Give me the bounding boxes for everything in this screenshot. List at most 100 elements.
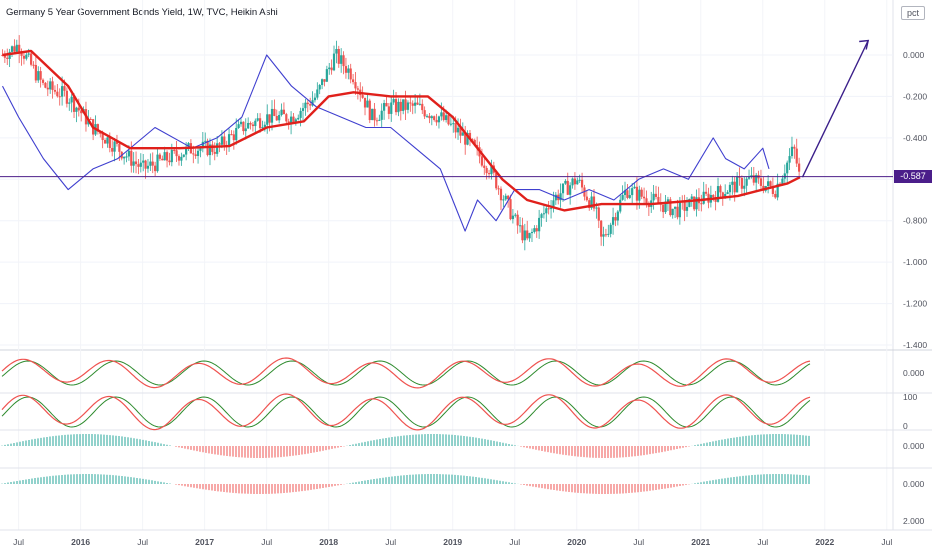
candle-body xyxy=(180,156,183,161)
candle-body xyxy=(418,103,421,105)
x-tick-label: 2018 xyxy=(319,537,338,547)
candle-body xyxy=(256,118,259,121)
candle-body xyxy=(187,143,190,147)
y-tick-label: 0.000 xyxy=(903,50,925,60)
pane-tick-label: 100 xyxy=(903,392,917,402)
candle-body xyxy=(113,141,116,152)
candle-body xyxy=(218,143,221,145)
candle-body xyxy=(616,211,619,221)
candle-body xyxy=(721,192,724,198)
candle-body xyxy=(118,143,121,152)
candle-body xyxy=(294,119,297,123)
x-tick-label: Jul xyxy=(509,537,520,547)
candle-body xyxy=(383,103,386,111)
candle-body xyxy=(402,99,405,111)
candle-body xyxy=(127,150,130,157)
candle-body xyxy=(111,148,114,152)
candle-body xyxy=(695,197,698,210)
candle-body xyxy=(194,154,197,157)
candle-body xyxy=(354,82,357,89)
candle-body xyxy=(173,149,176,151)
candle-body xyxy=(154,165,157,172)
candle-body xyxy=(75,107,78,112)
candle-body xyxy=(490,165,493,175)
pane-3-series xyxy=(1,434,810,458)
pane-tick-label: 0.000 xyxy=(903,479,925,489)
candle-body xyxy=(664,201,667,213)
pane-tick-label: 0 xyxy=(903,421,908,431)
candle-body xyxy=(227,134,231,147)
projection-arrow xyxy=(801,40,869,178)
candle-body xyxy=(704,191,708,194)
candle-body xyxy=(430,116,433,119)
candle-body xyxy=(208,144,212,156)
candle-body xyxy=(108,137,111,149)
candle-body xyxy=(545,208,548,214)
candle-body xyxy=(137,164,140,167)
candle-body xyxy=(404,99,407,110)
candle-body xyxy=(8,51,11,59)
candle-body xyxy=(244,128,247,132)
candle-body xyxy=(30,53,33,65)
candle-body xyxy=(177,156,181,161)
oscillator-line xyxy=(1,357,811,389)
candle-body xyxy=(344,66,348,73)
x-tick-label: 2020 xyxy=(567,537,586,547)
pane-4-series xyxy=(1,474,810,494)
candle-body xyxy=(406,102,410,110)
candle-body xyxy=(642,196,646,199)
candle-body xyxy=(719,186,722,193)
candle-body xyxy=(533,228,536,232)
candle-body xyxy=(547,208,550,210)
x-tick-label: Jul xyxy=(13,537,24,547)
candle-body xyxy=(495,172,498,189)
candle-body xyxy=(423,110,426,117)
candle-body xyxy=(602,234,605,237)
candle-body xyxy=(700,203,703,205)
candle-body xyxy=(41,79,45,83)
candle-body xyxy=(273,108,276,116)
candle-body xyxy=(571,178,574,186)
candle-body xyxy=(65,90,68,104)
candle-body xyxy=(786,162,789,174)
candle-body xyxy=(285,114,288,122)
candle-body xyxy=(676,206,679,218)
candle-body xyxy=(528,233,531,239)
lagging-line xyxy=(2,54,770,232)
candle-body xyxy=(356,88,359,90)
candle-body xyxy=(538,217,541,232)
scale-unit-button[interactable]: pct xyxy=(901,6,925,20)
candle-body xyxy=(15,44,18,52)
candle-body xyxy=(115,141,119,144)
candle-body xyxy=(282,109,286,115)
candle-body xyxy=(456,127,460,133)
candle-body xyxy=(585,196,588,201)
candle-body xyxy=(123,156,126,159)
x-tick-label: Jul xyxy=(261,537,272,547)
candle-body xyxy=(237,124,240,128)
candle-body xyxy=(497,188,500,190)
candle-body xyxy=(673,206,677,209)
candle-body xyxy=(716,186,720,202)
candle-body xyxy=(27,53,30,55)
candle-body xyxy=(414,102,417,106)
candle-body xyxy=(788,156,791,163)
candle-body xyxy=(499,188,503,201)
candle-body xyxy=(793,146,796,149)
candle-body xyxy=(767,181,770,186)
candle-body xyxy=(666,199,670,202)
candle-body xyxy=(89,118,92,120)
x-tick-label: 2019 xyxy=(443,537,462,547)
candle-body xyxy=(437,116,441,123)
candle-body xyxy=(573,178,577,185)
candle-body xyxy=(466,132,469,145)
candle-body xyxy=(309,104,312,106)
candle-body xyxy=(1,55,4,56)
candle-body xyxy=(580,179,584,188)
candle-body xyxy=(461,132,464,136)
candle-body xyxy=(275,115,278,121)
candle-body xyxy=(566,180,569,195)
y-tick-label: -0.400 xyxy=(903,133,927,143)
pane-tick-label: 0.000 xyxy=(903,441,925,451)
